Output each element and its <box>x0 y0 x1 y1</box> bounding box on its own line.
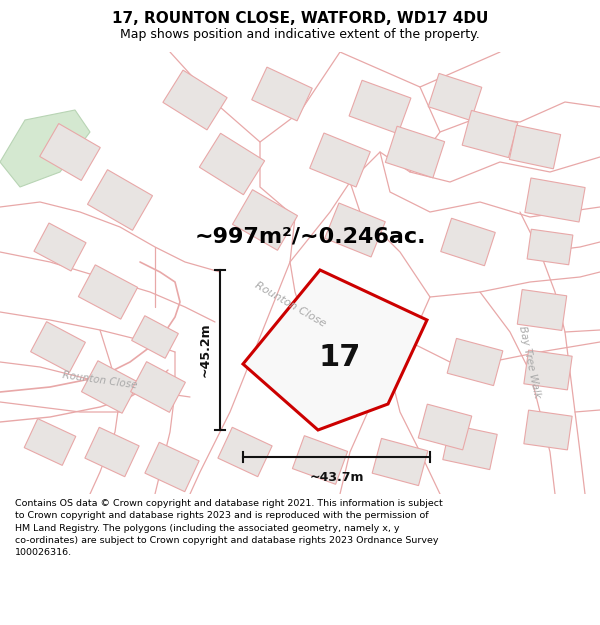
Text: 17, ROUNTON CLOSE, WATFORD, WD17 4DU: 17, ROUNTON CLOSE, WATFORD, WD17 4DU <box>112 11 488 26</box>
Polygon shape <box>252 67 312 121</box>
Text: ~45.2m: ~45.2m <box>199 322 212 378</box>
Polygon shape <box>40 124 100 181</box>
Polygon shape <box>34 223 86 271</box>
Text: 17: 17 <box>318 343 361 372</box>
Polygon shape <box>24 419 76 466</box>
Polygon shape <box>385 126 445 178</box>
Polygon shape <box>524 350 572 390</box>
Polygon shape <box>88 169 152 231</box>
Text: ~997m²/~0.246ac.: ~997m²/~0.246ac. <box>194 227 426 247</box>
Text: ~43.7m: ~43.7m <box>309 471 364 484</box>
Polygon shape <box>31 322 85 372</box>
Polygon shape <box>85 428 139 477</box>
Polygon shape <box>292 436 347 484</box>
Polygon shape <box>517 289 567 331</box>
Polygon shape <box>218 428 272 477</box>
Polygon shape <box>131 316 178 358</box>
Polygon shape <box>428 73 482 121</box>
Text: Map shows position and indicative extent of the property.: Map shows position and indicative extent… <box>120 28 480 41</box>
Polygon shape <box>462 111 518 158</box>
Text: Rounton Close: Rounton Close <box>253 279 328 328</box>
Polygon shape <box>325 203 385 257</box>
Text: Bay Tree Walk: Bay Tree Walk <box>517 325 542 399</box>
Polygon shape <box>447 338 503 386</box>
Polygon shape <box>131 362 185 413</box>
Polygon shape <box>79 265 137 319</box>
Text: Contains OS data © Crown copyright and database right 2021. This information is : Contains OS data © Crown copyright and d… <box>15 499 443 557</box>
Polygon shape <box>145 442 199 492</box>
Polygon shape <box>527 229 573 265</box>
Polygon shape <box>441 218 495 266</box>
Polygon shape <box>418 404 472 450</box>
Polygon shape <box>163 70 227 130</box>
Polygon shape <box>243 270 427 430</box>
Polygon shape <box>509 125 560 169</box>
Polygon shape <box>349 80 411 134</box>
Polygon shape <box>232 189 298 251</box>
Polygon shape <box>372 438 428 486</box>
Polygon shape <box>525 178 585 222</box>
Polygon shape <box>82 361 139 413</box>
Polygon shape <box>199 133 265 195</box>
Polygon shape <box>0 110 90 187</box>
Text: Rounton Close: Rounton Close <box>62 370 138 390</box>
Polygon shape <box>524 410 572 450</box>
Polygon shape <box>310 133 370 187</box>
Polygon shape <box>443 424 497 469</box>
